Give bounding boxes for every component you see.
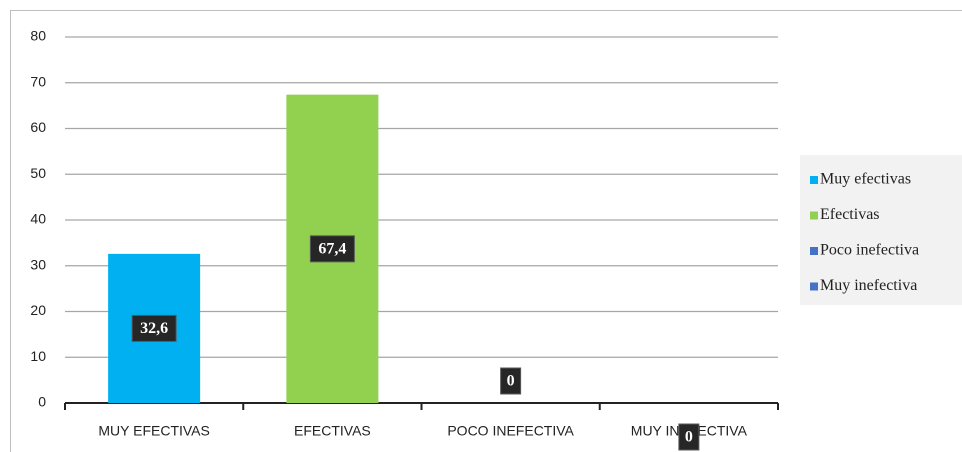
y-tick-label: 80 (30, 28, 46, 44)
data-label-box (678, 423, 700, 451)
y-tick-label: 20 (30, 302, 46, 318)
y-tick-label: 70 (30, 73, 46, 89)
x-tick-label: EFECTIVAS (294, 423, 371, 439)
data-label-box (131, 314, 177, 342)
data-label-box (500, 367, 522, 395)
y-tick-label: 40 (30, 211, 46, 227)
y-tick-label: 0 (38, 394, 46, 410)
y-tick-label: 50 (30, 165, 46, 181)
legend-swatch (810, 176, 818, 184)
legend-label: Muy inefectiva (820, 277, 917, 294)
data-label: 32,6 (140, 320, 168, 337)
legend-swatch (810, 282, 818, 291)
x-tick-label: MUY EFECTIVAS (98, 423, 210, 439)
legend-box (800, 155, 962, 305)
y-tick-label: 60 (30, 119, 46, 135)
legend-label: Efectivas (820, 206, 880, 223)
legend-swatch (810, 247, 818, 255)
legend-label: Poco inefectiva (820, 242, 919, 259)
data-label: 0 (507, 373, 515, 390)
legend-label: Muy efectivas (820, 171, 911, 188)
data-label: 67,4 (318, 240, 346, 257)
y-tick-label: 10 (30, 348, 46, 364)
data-label-box (309, 235, 355, 263)
x-tick-label: POCO INEFECTIVA (447, 423, 574, 439)
data-label: 0 (685, 429, 693, 446)
legend-swatch (810, 211, 818, 220)
chart-border (10, 10, 962, 452)
y-tick-label: 30 (30, 256, 46, 272)
